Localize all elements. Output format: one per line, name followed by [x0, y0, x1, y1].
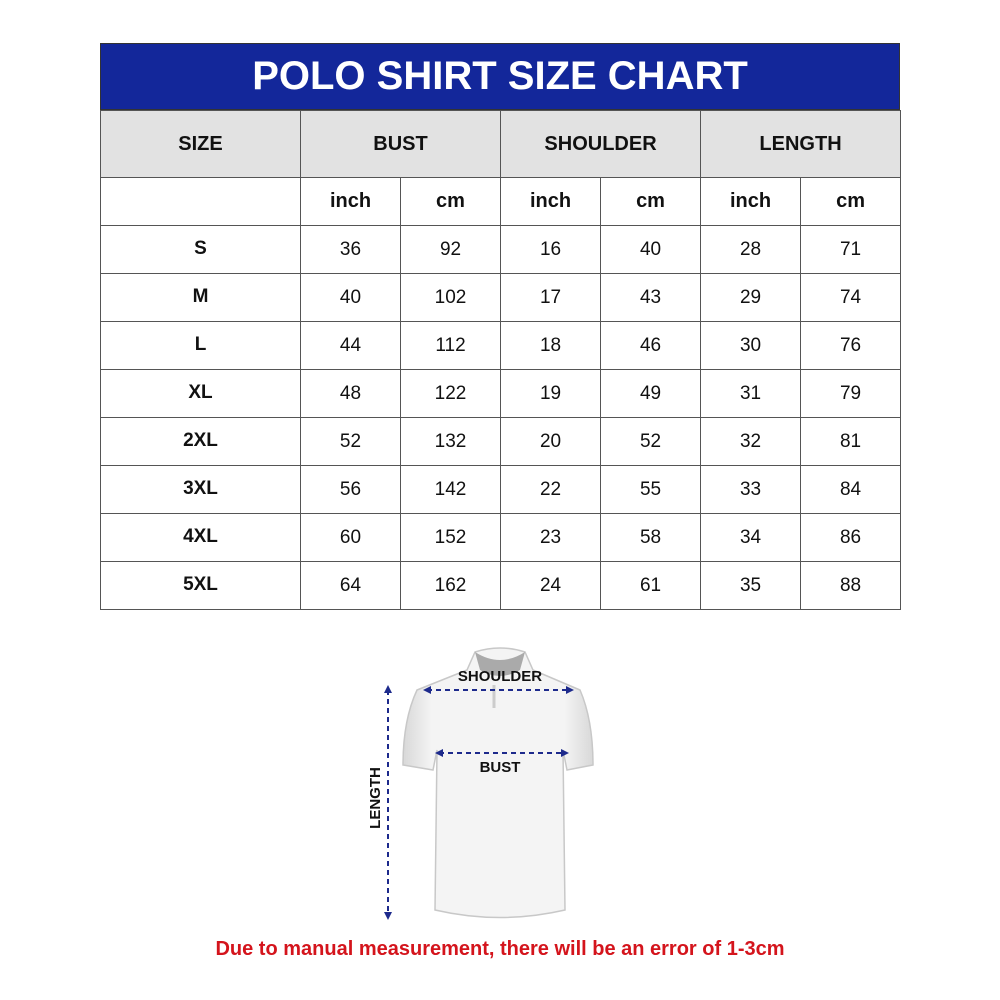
table-row: XL 48 122 19 49 31 79 [100, 369, 902, 418]
measurement-cell: 36 [300, 225, 401, 274]
measurement-cell: 23 [500, 513, 602, 562]
measurement-cell: 43 [600, 273, 702, 322]
measurement-cell: 29 [700, 273, 802, 322]
measurement-cell: 28 [700, 225, 802, 274]
measurement-cell: 79 [800, 369, 902, 418]
measurement-cell: 33 [700, 465, 802, 514]
measurement-cell: 17 [500, 273, 602, 322]
measurement-cell: 76 [800, 321, 902, 370]
table-row: 5XL 64 162 24 61 35 88 [100, 561, 902, 610]
measurement-cell: 56 [300, 465, 401, 514]
size-label: 5XL [100, 561, 301, 610]
measurement-cell: 19 [500, 369, 602, 418]
measurement-cell: 49 [600, 369, 702, 418]
measurement-cell: 86 [800, 513, 902, 562]
measurement-cell: 142 [399, 465, 502, 514]
measurement-cell: 58 [600, 513, 702, 562]
unit-cell: cm [800, 177, 902, 226]
measurement-cell: 31 [700, 369, 802, 418]
size-chart: POLO SHIRT SIZE CHART SIZE BUST SHOULDER… [100, 43, 902, 610]
measurement-cell: 60 [300, 513, 401, 562]
table-row: S 36 92 16 40 28 71 [100, 225, 902, 274]
measurement-cell: 162 [399, 561, 502, 610]
measurement-cell: 24 [500, 561, 602, 610]
measurement-cell: 46 [600, 321, 702, 370]
measurement-cell: 48 [300, 369, 401, 418]
measurement-cell: 92 [399, 225, 502, 274]
size-table: SIZE BUST SHOULDER LENGTH inch cm inch c… [100, 110, 902, 610]
measurement-cell: 52 [300, 417, 401, 466]
bust-label: BUST [480, 759, 521, 776]
header-row: SIZE BUST SHOULDER LENGTH [100, 110, 902, 178]
table-row: 2XL 52 132 20 52 32 81 [100, 417, 902, 466]
unit-cell: cm [399, 177, 502, 226]
units-blank [100, 177, 301, 226]
measurement-cell: 112 [399, 321, 502, 370]
table-row: 4XL 60 152 23 58 34 86 [100, 513, 902, 562]
measurement-cell: 22 [500, 465, 602, 514]
measurement-cell: 122 [399, 369, 502, 418]
unit-cell: cm [600, 177, 702, 226]
measurement-cell: 18 [500, 321, 602, 370]
measurement-cell: 132 [399, 417, 502, 466]
measurement-cell: 84 [800, 465, 902, 514]
shoulder-label: SHOULDER [458, 668, 542, 685]
measurement-cell: 64 [300, 561, 401, 610]
size-label: 2XL [100, 417, 301, 466]
unit-cell: inch [700, 177, 802, 226]
length-label: LENGTH [367, 767, 384, 829]
unit-cell: inch [300, 177, 401, 226]
shirt-icon [402, 647, 594, 919]
polo-shirt-diagram: SHOULDER BUST LENGTH [367, 647, 594, 920]
size-label: M [100, 273, 301, 322]
measurement-cell: 102 [399, 273, 502, 322]
measurement-cell: 16 [500, 225, 602, 274]
measurement-cell: 61 [600, 561, 702, 610]
size-label: L [100, 321, 301, 370]
size-label: 3XL [100, 465, 301, 514]
measurement-cell: 40 [300, 273, 401, 322]
measurement-cell: 34 [700, 513, 802, 562]
measurement-cell: 152 [399, 513, 502, 562]
measurement-cell: 88 [800, 561, 902, 610]
measurement-cell: 35 [700, 561, 802, 610]
header-size: SIZE [100, 110, 301, 178]
table-row: L 44 112 18 46 30 76 [100, 321, 902, 370]
table-row: 3XL 56 142 22 55 33 84 [100, 465, 902, 514]
measurement-cell: 40 [600, 225, 702, 274]
measurement-cell: 52 [600, 417, 702, 466]
units-row: inch cm inch cm inch cm [100, 177, 902, 226]
header-bust: BUST [299, 110, 502, 178]
measurement-cell: 44 [300, 321, 401, 370]
size-label: S [100, 225, 301, 274]
header-length: LENGTH [700, 110, 902, 178]
size-label: 4XL [100, 513, 301, 562]
measurement-note: Due to manual measurement, there will be… [215, 938, 785, 960]
measurement-cell: 30 [700, 321, 802, 370]
measurement-cell: 55 [600, 465, 702, 514]
measurement-cell: 74 [800, 273, 902, 322]
table-row: M 40 102 17 43 29 74 [100, 273, 902, 322]
unit-cell: inch [500, 177, 602, 226]
measurement-cell: 71 [800, 225, 902, 274]
measurement-cell: 20 [500, 417, 602, 466]
header-shoulder: SHOULDER [500, 110, 702, 178]
size-label: XL [100, 369, 301, 418]
measurement-cell: 32 [700, 417, 802, 466]
chart-title: POLO SHIRT SIZE CHART [100, 43, 900, 110]
measurement-cell: 81 [800, 417, 902, 466]
